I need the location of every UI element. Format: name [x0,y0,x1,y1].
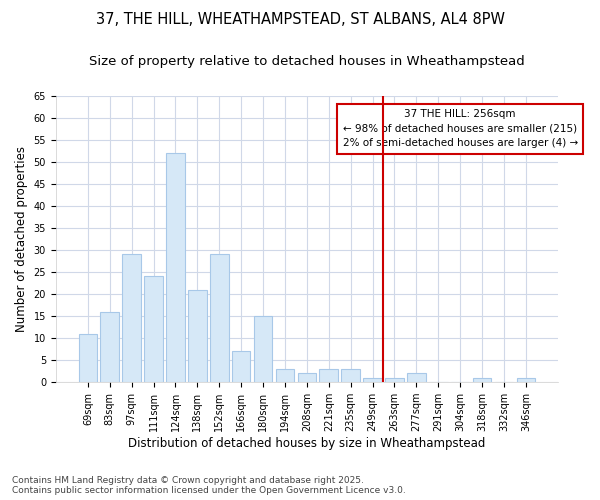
Bar [166,153,185,382]
Bar [341,369,360,382]
Title: Size of property relative to detached houses in Wheathampstead: Size of property relative to detached ho… [89,55,525,68]
Bar [79,334,97,382]
Bar [517,378,535,382]
Text: Contains HM Land Registry data © Crown copyright and database right 2025.
Contai: Contains HM Land Registry data © Crown c… [12,476,406,495]
Bar [188,290,206,382]
Text: 37, THE HILL, WHEATHAMPSTEAD, ST ALBANS, AL4 8PW: 37, THE HILL, WHEATHAMPSTEAD, ST ALBANS,… [95,12,505,28]
Bar [275,369,294,382]
Bar [385,378,404,382]
Bar [232,352,250,382]
Bar [122,254,141,382]
Text: 37 THE HILL: 256sqm
← 98% of detached houses are smaller (215)
2% of semi-detach: 37 THE HILL: 256sqm ← 98% of detached ho… [343,109,578,148]
Bar [319,369,338,382]
X-axis label: Distribution of detached houses by size in Wheathampstead: Distribution of detached houses by size … [128,437,485,450]
Bar [254,316,272,382]
Bar [144,276,163,382]
Bar [100,312,119,382]
Bar [473,378,491,382]
Bar [210,254,229,382]
Bar [407,374,425,382]
Bar [363,378,382,382]
Y-axis label: Number of detached properties: Number of detached properties [15,146,28,332]
Bar [298,374,316,382]
